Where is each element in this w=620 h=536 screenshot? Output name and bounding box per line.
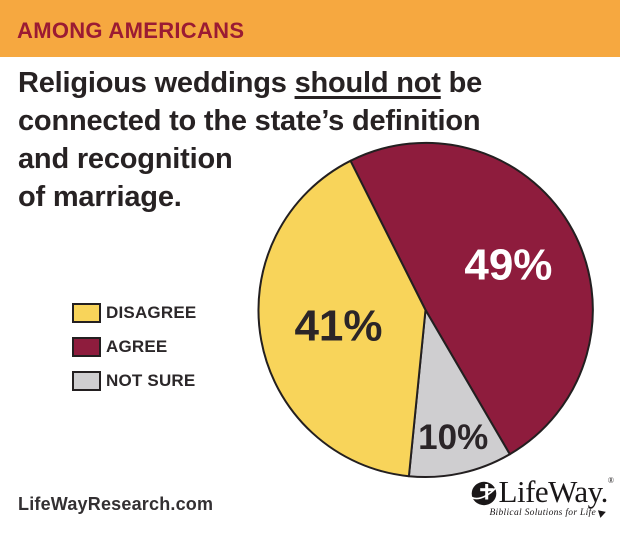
question-title-line: Religious weddings should not be bbox=[18, 67, 483, 99]
legend-item-agree: AGREE bbox=[72, 336, 196, 357]
lifeway-tagline: Biblical Solutions for Life bbox=[489, 508, 596, 518]
lifeway-globe-cross-icon bbox=[470, 481, 498, 506]
header-label: AMONG AMERICANS bbox=[17, 17, 245, 43]
research-site-url: LifeWayResearch.com bbox=[18, 494, 214, 514]
legend: DISAGREE AGREE NOT SURE bbox=[72, 302, 196, 404]
lifeway-wordmark: LifeWay. bbox=[498, 474, 609, 509]
question-title: Religious weddings should not be connecte… bbox=[18, 64, 482, 216]
legend-item-disagree: DISAGREE bbox=[72, 302, 196, 323]
pie-slice-disagree bbox=[257, 159, 427, 478]
legend-label-agree: AGREE bbox=[106, 337, 168, 356]
pie-label-not-sure: 10% bbox=[418, 418, 488, 457]
legend-swatch-agree bbox=[72, 336, 101, 357]
question-title-line: of marriage. bbox=[18, 181, 182, 213]
legend-label-not-sure: NOT SURE bbox=[106, 371, 196, 390]
pie-slice-agree bbox=[349, 141, 594, 456]
legend-swatch-disagree bbox=[72, 302, 101, 323]
question-title-line: connected to the state’s definition bbox=[18, 105, 481, 137]
legend-swatch-not-sure bbox=[72, 370, 101, 391]
pie-slice-not-sure bbox=[407, 309, 511, 478]
tagline-arrow-icon bbox=[597, 508, 608, 518]
legend-label-disagree: DISAGREE bbox=[106, 303, 197, 322]
question-title-line: and recognition bbox=[18, 143, 233, 175]
legend-item-not-sure: NOT SURE bbox=[72, 370, 196, 391]
pie-label-disagree: 41% bbox=[294, 302, 382, 351]
lifeway-logo: LifeWay. ® Biblical Solutions for Life bbox=[470, 474, 614, 518]
header-band: AMONG AMERICANS bbox=[0, 0, 620, 57]
pie-label-agree: 49% bbox=[464, 241, 552, 290]
registered-mark: ® bbox=[607, 476, 614, 485]
